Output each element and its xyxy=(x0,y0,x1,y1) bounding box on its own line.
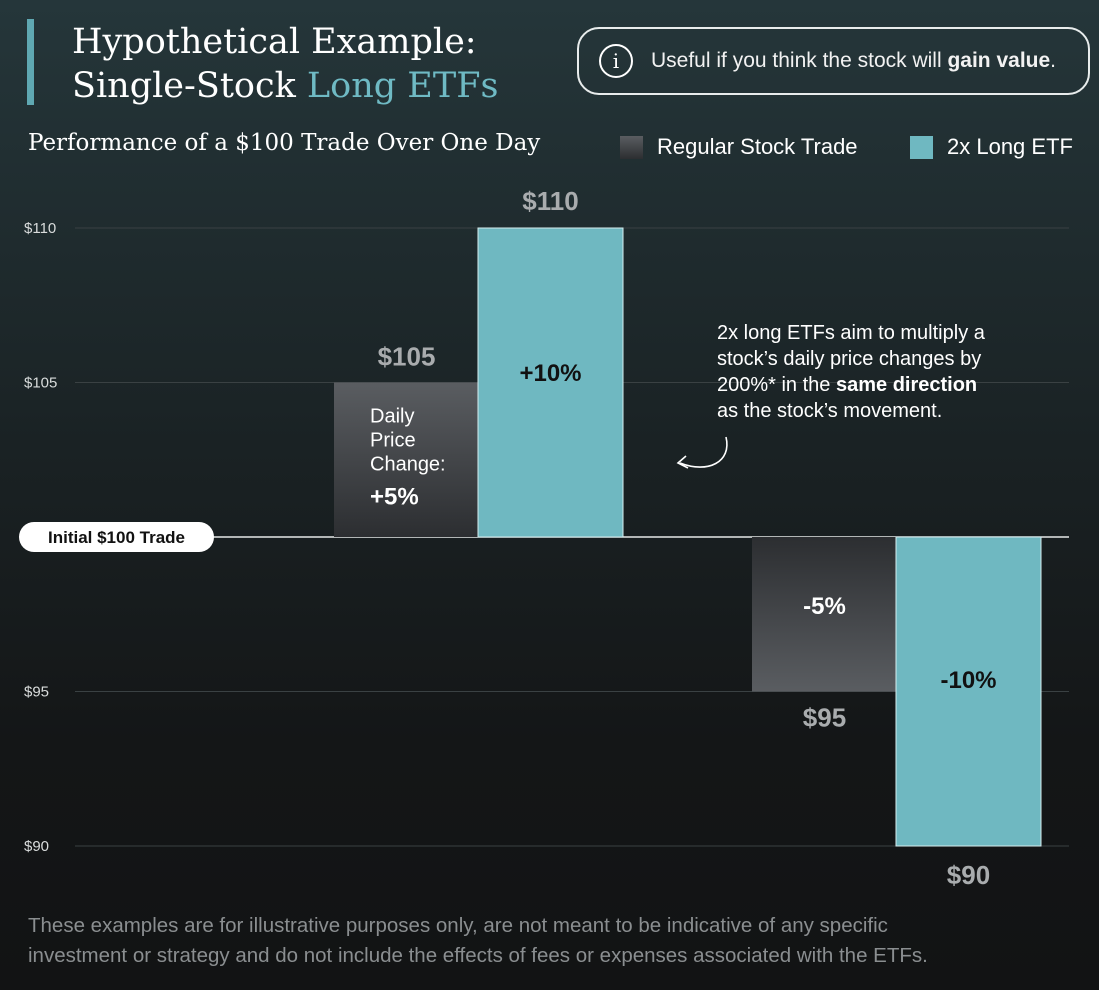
bar-regular-stock xyxy=(334,382,479,537)
y-tick-label: $95 xyxy=(24,684,49,701)
bar-prefix-label: Price xyxy=(370,430,416,452)
chart-title: Performance of a $100 Trade Over One Day xyxy=(28,130,541,156)
title-line-2-prefix: Single-Stock xyxy=(72,66,296,106)
value-label-regular: $95 xyxy=(803,703,846,733)
annotation-line-1: 2x long ETFs aim to multiply a xyxy=(717,322,986,344)
info-text-prefix: Useful if you think the stock will xyxy=(651,49,942,72)
baseline-pill xyxy=(19,522,214,552)
y-tick-label: $105 xyxy=(24,375,57,392)
annotation-line-2: stock’s daily price changes by xyxy=(717,348,981,370)
bar-prefix-label: Daily xyxy=(370,406,414,428)
value-label-regular: $105 xyxy=(378,342,436,372)
baseline-label: Initial $100 Trade xyxy=(48,528,185,547)
annotation-line-3: 200%* in the same direction xyxy=(717,374,977,396)
legend-swatch-etf xyxy=(910,135,933,159)
y-tick-label: $90 xyxy=(24,838,49,855)
footnote-line-1: These examples are for illustrative purp… xyxy=(28,914,888,937)
annotation-line-3-bold: same direction xyxy=(836,374,977,396)
page-title: Hypothetical Example: Single-Stock Long … xyxy=(72,20,498,108)
change-label-regular: +5% xyxy=(370,484,419,511)
info-callout: i Useful if you think the stock will gai… xyxy=(577,27,1090,95)
legend-item-regular: Regular Stock Trade xyxy=(620,133,858,161)
footnote: These examples are for illustrative purp… xyxy=(28,911,1068,971)
annotation-arrow xyxy=(679,436,728,468)
legend-label-etf: 2x Long ETF xyxy=(947,134,1073,159)
bar-2x-long-etf xyxy=(895,536,1042,847)
title-line-1: Hypothetical Example: xyxy=(72,22,477,62)
legend-label-regular: Regular Stock Trade xyxy=(657,134,858,159)
bar-regular-stock xyxy=(752,537,897,692)
legend-swatch-regular xyxy=(620,135,643,159)
info-text-suffix: . xyxy=(1050,49,1057,72)
annotation-line-4: as the stock’s movement. xyxy=(717,400,942,422)
legend-item-etf: 2x Long ETF xyxy=(910,133,1073,161)
title-line-2-highlight: Long ETFs xyxy=(306,66,499,106)
title-line-2: Single-Stock Long ETFs xyxy=(72,64,498,108)
footnote-line-2: investment or strategy and do not includ… xyxy=(28,944,928,967)
y-tick-label: $110 xyxy=(24,220,56,237)
annotation-arrow-head xyxy=(676,455,689,469)
annotation-line-3-prefix: 200%* in the xyxy=(717,374,836,396)
info-text: Useful if you think the stock will gain … xyxy=(651,49,1056,73)
value-label-etf: $110 xyxy=(522,186,578,216)
bar-2x-long-etf xyxy=(477,227,624,538)
value-label-etf: $90 xyxy=(947,860,990,890)
change-label-etf: +10% xyxy=(519,360,581,387)
info-icon: i xyxy=(599,44,633,78)
info-text-bold: gain value xyxy=(947,49,1051,72)
change-label-etf: -10% xyxy=(940,667,996,694)
bar-prefix-label: Change: xyxy=(370,454,446,476)
title-accent-bar xyxy=(27,19,34,105)
change-label-regular: -5% xyxy=(803,593,846,620)
